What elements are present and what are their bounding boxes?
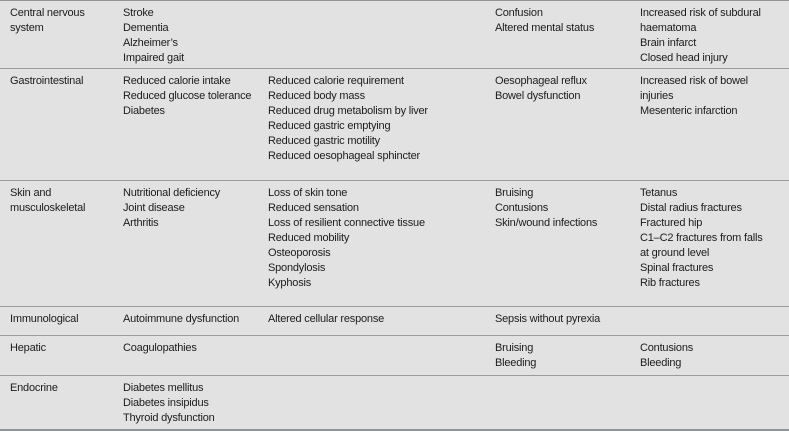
- table-cell: [268, 336, 495, 375]
- table-cell: Reduced calorie intake Reduced glucose t…: [123, 75, 252, 117]
- table-cell: Altered cellular response: [268, 313, 385, 325]
- table-cell: [268, 376, 495, 429]
- table-cell: Contusions Bleeding: [640, 342, 694, 369]
- table-cell: Autoimmune dysfunction: [123, 313, 240, 325]
- system-label: Endocrine: [10, 382, 58, 394]
- table-row-central-nervous-system: Central nervous system Stroke Dementia A…: [0, 1, 789, 69]
- system-label: Skin and musculoskeletal: [10, 187, 86, 214]
- table-cell: Oesophageal reflux Bowel dysfunction: [495, 75, 587, 102]
- table-cell: Nutritional deficiency Joint disease Art…: [123, 187, 221, 229]
- table-cell: [268, 1, 495, 68]
- table-cell: [640, 307, 789, 335]
- table-cell: Confusion Altered mental status: [495, 7, 595, 34]
- table-cell: Tetanus Distal radius fractures Fracture…: [640, 187, 763, 289]
- table-row-immunological: Immunological Autoimmune dysfunction Alt…: [0, 307, 789, 336]
- system-label: Central nervous system: [10, 7, 85, 34]
- table-cell: Bruising Bleeding: [495, 342, 537, 369]
- table-cell: Increased risk of subdural haematoma Bra…: [640, 7, 761, 64]
- table-cell: Reduced calorie requirement Reduced body…: [268, 75, 428, 162]
- table-cell: Diabetes mellitus Diabetes insipidus Thy…: [123, 382, 215, 424]
- system-label: Gastrointestinal: [10, 75, 84, 87]
- table-cell: Bruising Contusions Skin/wound infection…: [495, 187, 598, 229]
- table-row-skin-and-musculoskeletal: Skin and musculoskeletal Nutritional def…: [0, 181, 789, 307]
- table-cell: Sepsis without pyrexia: [495, 313, 601, 325]
- table-cell: Loss of skin tone Reduced sensation Loss…: [268, 187, 425, 289]
- table-row-gastrointestinal: Gastrointestinal Reduced calorie intake …: [0, 69, 789, 181]
- table-cell: Increased risk of bowel injuries Mesente…: [640, 75, 748, 117]
- table-cell: Coagulopathies: [123, 342, 197, 354]
- table-cell: [640, 376, 789, 429]
- system-label: Immunological: [10, 313, 79, 325]
- system-label: Hepatic: [10, 342, 46, 354]
- table-row-endocrine: Endocrine Diabetes mellitus Diabetes ins…: [0, 376, 789, 429]
- table-cell: Stroke Dementia Alzheimer’s Impaired gai…: [123, 7, 184, 64]
- table-row-hepatic: Hepatic Coagulopathies Bruising Bleeding…: [0, 336, 789, 376]
- table-cell: [495, 376, 640, 429]
